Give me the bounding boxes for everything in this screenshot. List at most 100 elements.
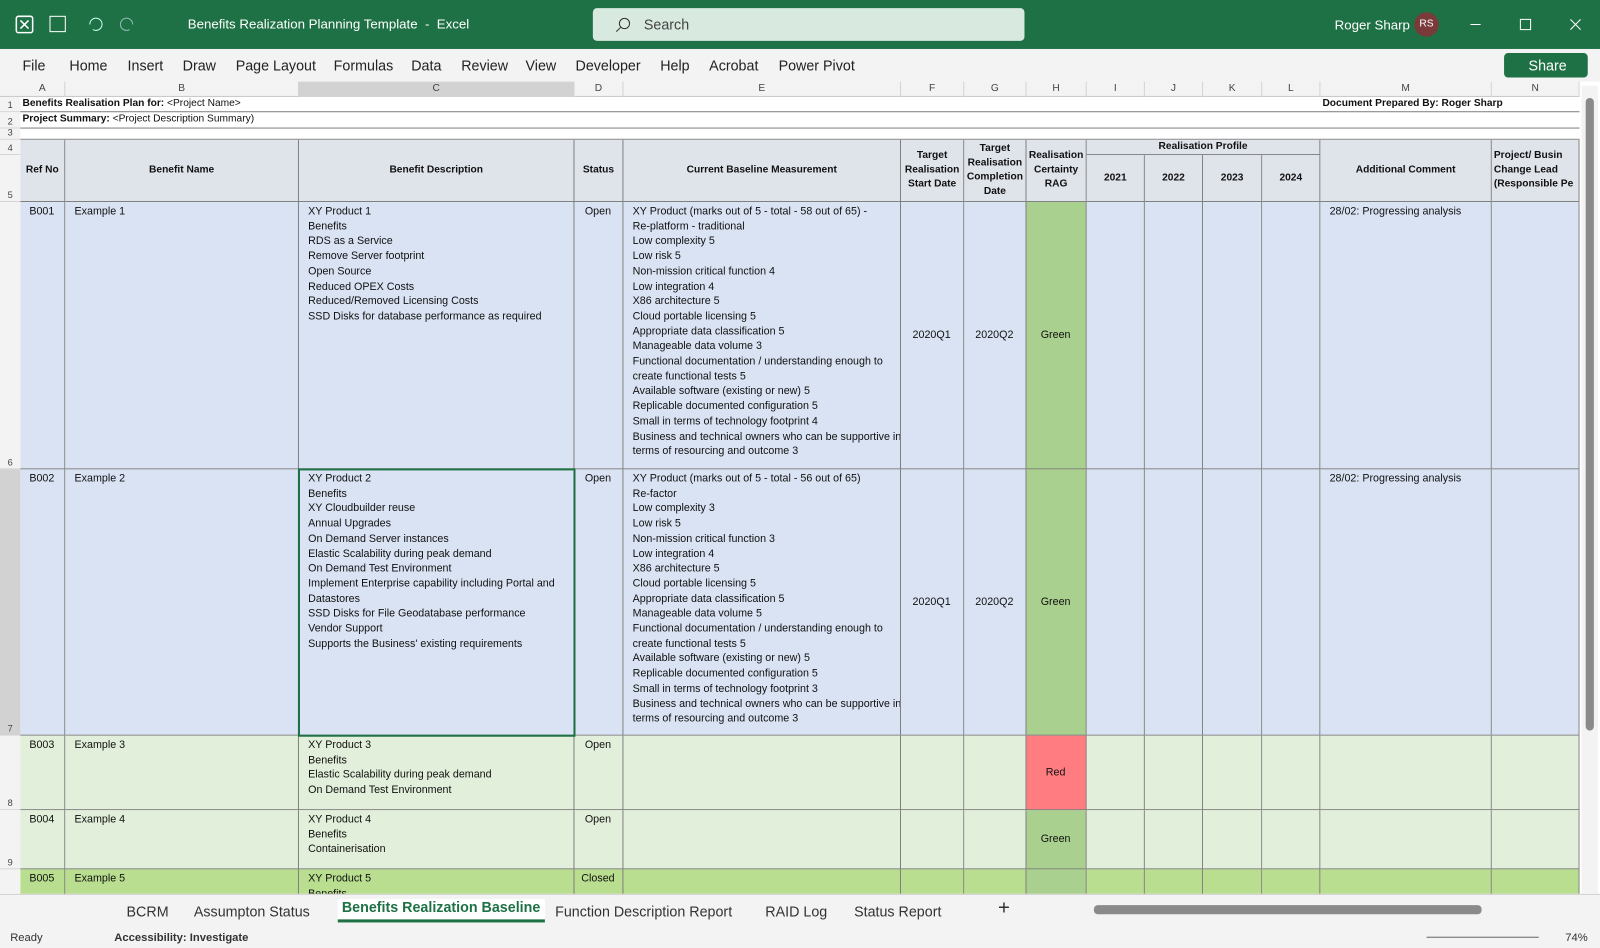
cell-empty	[1262, 735, 1321, 811]
cell-name: Example 2	[65, 469, 299, 736]
user-avatar[interactable]: RS	[1414, 12, 1439, 37]
cell-line: Business and technical owners who can be…	[632, 430, 902, 443]
cell-text: Closed	[581, 872, 615, 885]
sheet-tab[interactable]: Benefits Realization Baseline	[337, 898, 545, 923]
column-letter: B	[65, 81, 299, 97]
row-number: 6	[0, 202, 21, 470]
cell-text: 2020Q2	[975, 328, 1014, 341]
zoom-slider[interactable]	[1426, 936, 1539, 938]
row-number: 2	[0, 112, 21, 129]
menu-item[interactable]: Power Pivot	[778, 57, 855, 74]
cell-empty	[1491, 469, 1580, 736]
excel-icon	[15, 15, 34, 34]
cell-line: XY Product 1	[308, 205, 372, 218]
cell-empty	[1086, 469, 1145, 736]
column-letter: C	[298, 81, 575, 97]
cell-line: Non-mission critical function 3	[632, 532, 775, 545]
header-text: Benefit Description	[389, 164, 483, 176]
horizontal-scroll-thumb[interactable]	[1093, 905, 1482, 915]
scroll-thumb[interactable]	[1585, 97, 1594, 731]
cell-comment	[1320, 869, 1492, 894]
cell-empty	[1086, 202, 1145, 470]
column-header: Project/ Busin Change Lead (Responsible Pe	[1491, 139, 1580, 203]
cell-start: 2020Q1	[901, 469, 965, 736]
cell-rag: Green	[1026, 469, 1087, 736]
cell-completion	[964, 869, 1027, 894]
column-header: Realisation Certainty RAG	[1026, 139, 1087, 203]
menu-item[interactable]: Insert	[127, 57, 164, 74]
cell-status: Closed	[574, 869, 624, 894]
cell-line: Appropriate data classification 5	[632, 325, 785, 338]
cell-empty	[1203, 810, 1263, 870]
cell-line: Replicable documented configuration 5	[632, 400, 818, 413]
column-letter: E	[623, 81, 902, 97]
column-header: Target Realisation Start Date	[901, 139, 965, 203]
menu-item[interactable]: Draw	[182, 57, 216, 74]
menu-item[interactable]: Data	[411, 57, 442, 74]
header-text: Realisation Certainty RAG	[1028, 149, 1084, 190]
menu-item[interactable]: Developer	[575, 57, 641, 74]
cell-name: Example 4	[65, 810, 299, 870]
cell-line: Supports the Business' existing requirem…	[308, 637, 523, 650]
menu-item[interactable]: Review	[461, 57, 509, 74]
cell-empty	[1203, 469, 1263, 736]
cell-rag: Red	[1026, 735, 1087, 811]
sheet-tab[interactable]: RAID Log	[765, 903, 828, 920]
cell-line: Non-mission critical function 4	[632, 265, 775, 278]
window-controls[interactable]	[1465, 14, 1587, 34]
cell-line: Benefits	[308, 887, 347, 894]
cell-rag: Green	[1026, 810, 1087, 870]
sheet-tab[interactable]: BCRM	[126, 903, 169, 920]
cell-description: XY Product 1 Benefits RDS as a Service Remo…	[298, 202, 575, 470]
blank-row	[20, 129, 1580, 140]
menu-item[interactable]: Page Layout	[235, 57, 316, 74]
cell-line: SSD Disks for database performance as re…	[308, 310, 542, 323]
cell-text: Example 5	[74, 872, 126, 885]
accessibility-status[interactable]: Accessibility: Investigate	[114, 931, 249, 944]
cell-line: Low integration 4	[632, 547, 715, 560]
sheet: 1 2 3 4 5 6 7 8 9 Benefits Realisation Plan for: …	[0, 96, 1580, 894]
menu-item[interactable]: Help	[660, 57, 690, 74]
column-letter: G	[964, 81, 1027, 97]
header-text: 2021	[1103, 171, 1127, 184]
cell-line: XY Product 5	[308, 872, 372, 885]
vertical-scrollbar[interactable]	[1581, 85, 1598, 894]
cell-text: Open	[584, 205, 612, 218]
cell-line: Functional documentation / understanding…	[632, 622, 883, 635]
cell-ref: B002	[20, 469, 66, 736]
share-button[interactable]: Share	[1504, 53, 1588, 78]
header-text: Additional Comment	[1355, 164, 1456, 176]
menu-item[interactable]: Formulas	[333, 57, 394, 74]
cell-line: Remove Server footprint	[308, 250, 425, 263]
cell-text: Green	[1040, 328, 1071, 341]
column-header: Ref No	[20, 139, 66, 203]
search-box[interactable]: Search	[592, 8, 1025, 41]
zoom-level[interactable]: 74%	[1565, 931, 1588, 944]
cell-line: Reduced OPEX Costs	[308, 280, 415, 293]
plan-label: Benefits Realisation Plan for:	[22, 97, 165, 110]
cell-line: Manageable data volume 3	[632, 340, 762, 353]
header-text: Target Realisation Completion Date	[966, 142, 1023, 197]
cell-line: Low complexity 5	[632, 235, 715, 248]
column-header: Additional Comment	[1320, 139, 1492, 203]
add-sheet[interactable]: +	[997, 896, 1010, 920]
sheet-tab[interactable]: Function Description Report	[555, 903, 733, 920]
menu-item[interactable]: View	[525, 57, 557, 74]
cell-line: Cloud portable licensing 5	[632, 577, 756, 590]
summary-value: <Project Description Summary)	[109, 113, 255, 125]
cell-ref: B001	[20, 202, 66, 470]
menu-item[interactable]: Home	[69, 57, 108, 74]
quick-access[interactable]	[49, 15, 151, 33]
menu-item[interactable]: Acrobat	[709, 57, 759, 74]
search-icon	[615, 17, 631, 32]
column-letter: D	[574, 81, 624, 97]
cell-line: Benefits	[308, 487, 347, 500]
sheet-tab[interactable]: Status Report	[854, 903, 942, 920]
cell-line: Cloud portable licensing 5	[632, 310, 756, 323]
menu-item[interactable]: File	[22, 57, 46, 74]
summary-label: Project Summary:	[22, 113, 110, 125]
sheet-tab[interactable]: Assumpton Status	[193, 903, 310, 920]
cell-line: Re-factor	[632, 487, 677, 500]
cell-line: On Demand Server instances	[308, 532, 449, 545]
